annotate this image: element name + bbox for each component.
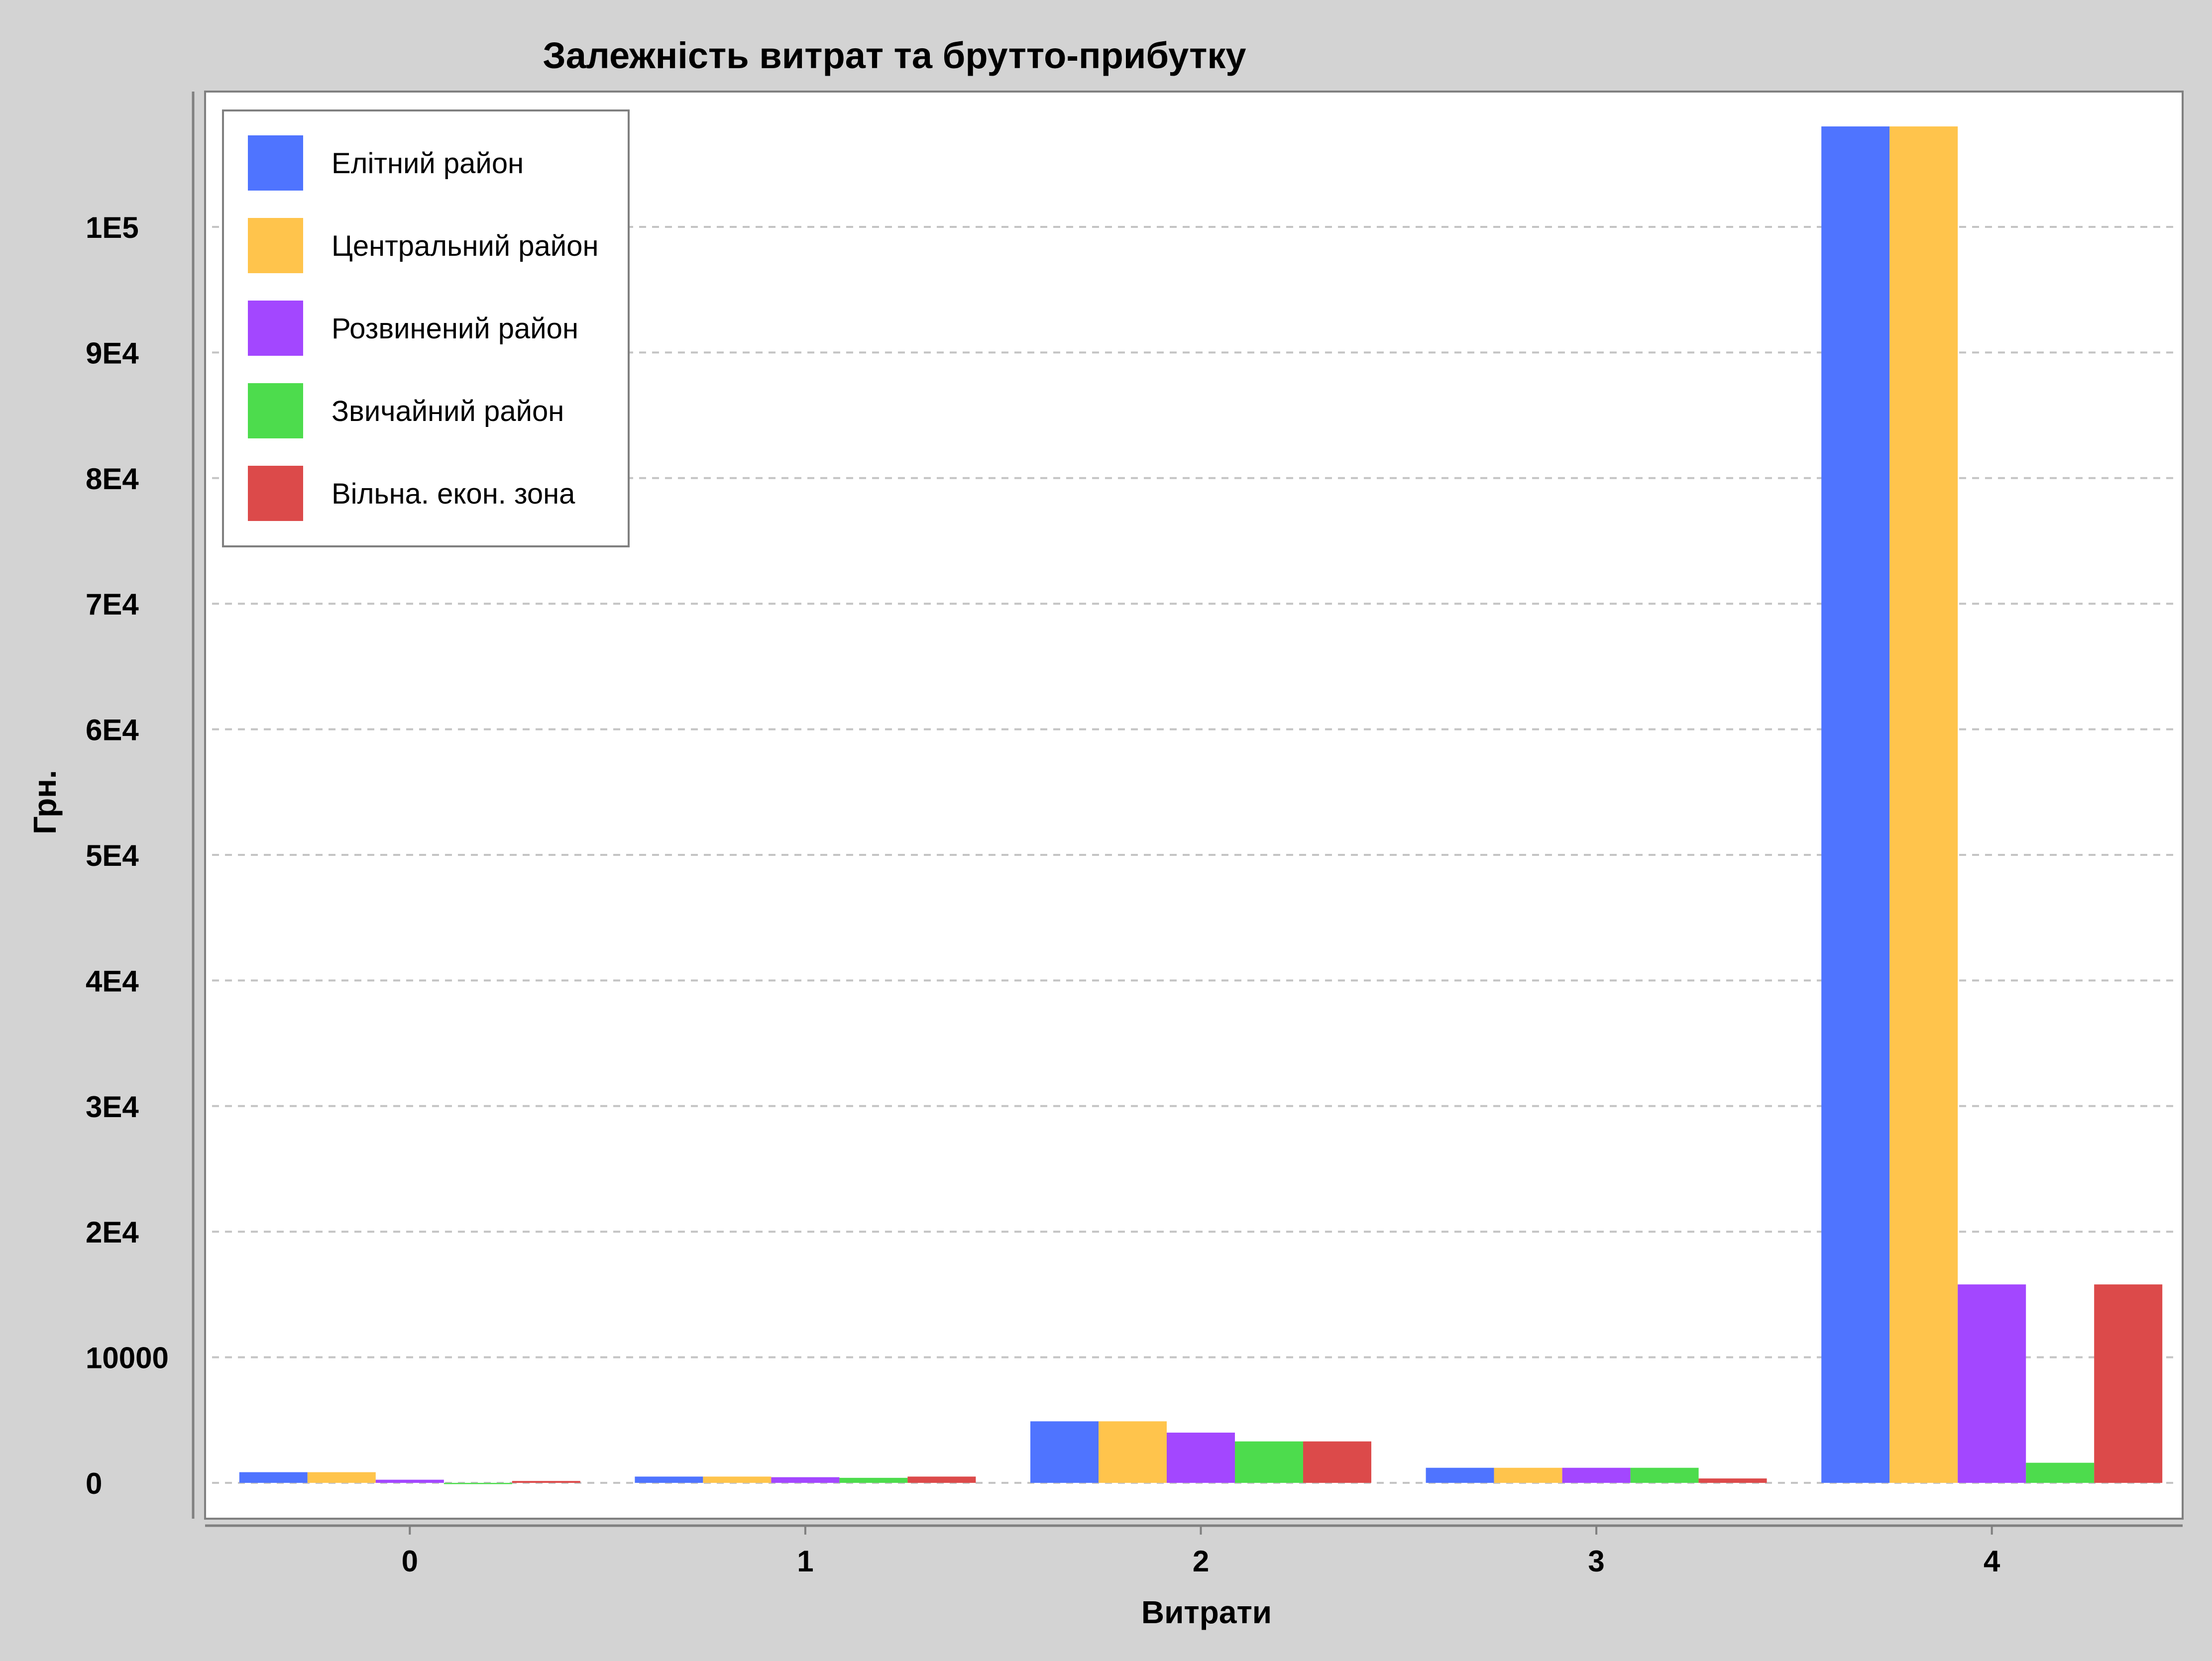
bar (2094, 1284, 2163, 1483)
legend-swatch (248, 466, 303, 521)
legend-swatch (248, 135, 303, 191)
bar (2026, 1462, 2095, 1483)
bar (239, 1472, 308, 1483)
x-tick-label: 2 (1193, 1545, 1209, 1578)
bar (512, 1481, 580, 1483)
x-tick-label: 4 (1984, 1545, 2000, 1578)
legend-label: Звичайний район (332, 395, 564, 427)
legend-swatch (248, 218, 303, 273)
chart-title: Залежність витрат та брутто-прибутку (543, 35, 1246, 76)
bar (1958, 1284, 2026, 1483)
y-tick-label: 8E4 (86, 462, 139, 496)
y-tick-label: 9E4 (86, 336, 139, 370)
bar (703, 1476, 772, 1483)
y-tick-label: 3E4 (86, 1090, 139, 1124)
bar (839, 1477, 908, 1483)
legend-swatch (248, 301, 303, 356)
y-tick-label: 1E5 (86, 211, 139, 244)
y-tick-label: 10000 (86, 1342, 169, 1375)
bar (907, 1476, 976, 1483)
y-tick-label: 2E4 (86, 1216, 139, 1249)
bar (1562, 1467, 1631, 1483)
x-axis-title: Витрати (1141, 1594, 1272, 1630)
bar (1167, 1433, 1235, 1483)
legend-swatch (248, 383, 303, 438)
bar (1630, 1467, 1699, 1483)
bar (1303, 1441, 1371, 1483)
bar (375, 1479, 444, 1483)
y-axis-title: Грн. (27, 770, 63, 834)
legend: Елітний район Центральний район Розвинений… (222, 109, 630, 547)
bar (1889, 126, 1958, 1483)
bar (1426, 1467, 1494, 1483)
bar (1698, 1478, 1767, 1483)
y-tick-label: 0 (86, 1467, 102, 1500)
bar (1030, 1421, 1099, 1483)
bar (1099, 1421, 1167, 1483)
legend-label: Елітний район (332, 147, 524, 180)
y-tick-label: 4E4 (86, 964, 139, 998)
legend-label: Центральний район (332, 230, 598, 262)
bar (1235, 1441, 1303, 1483)
x-tick-label: 1 (797, 1545, 813, 1578)
bar (443, 1483, 512, 1484)
y-tick-label: 7E4 (86, 588, 139, 621)
legend-label: Розвинений район (332, 312, 578, 345)
x-tick-label: 3 (1588, 1545, 1604, 1578)
bar (771, 1477, 840, 1483)
bar (635, 1476, 703, 1483)
bar (307, 1472, 376, 1483)
legend-label: Вільна. екон. зона (332, 478, 575, 510)
y-tick-label: 5E4 (86, 839, 139, 872)
bar (1821, 126, 1890, 1483)
x-tick-label: 0 (402, 1545, 418, 1578)
bar (1494, 1467, 1562, 1483)
y-tick-label: 6E4 (86, 714, 139, 747)
